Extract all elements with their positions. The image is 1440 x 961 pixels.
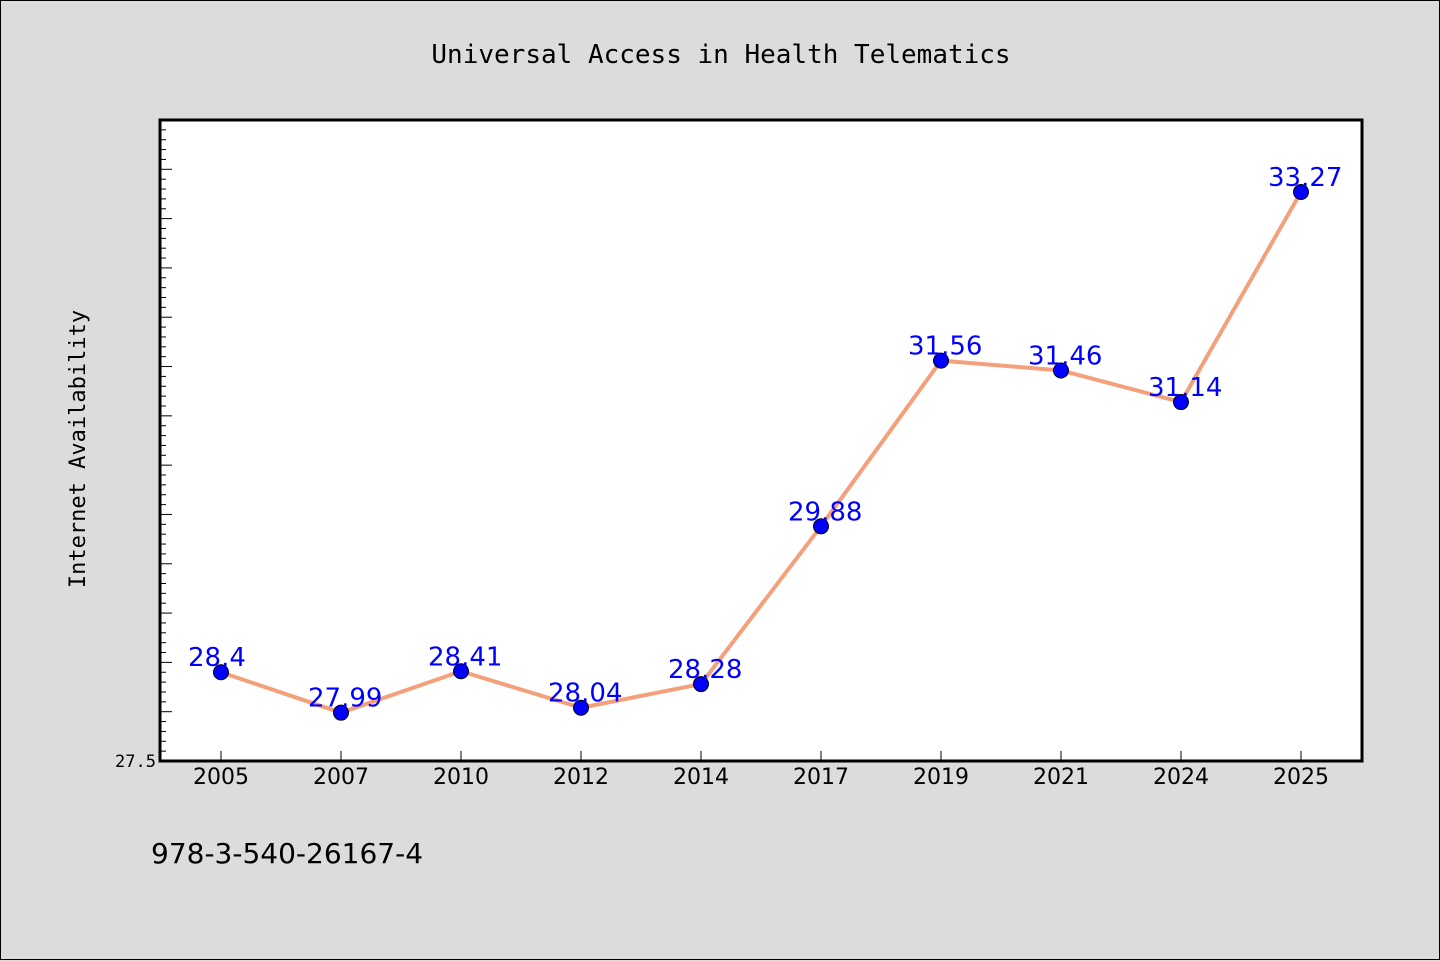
plot-area: [158, 118, 1364, 763]
data-label: 28.04: [548, 679, 622, 709]
y-tick-label: 27.5: [115, 752, 156, 772]
data-label: 28.41: [428, 642, 502, 672]
data-point: [213, 664, 229, 681]
x-tick-label: 2024: [1153, 765, 1209, 790]
x-tick-label: 2012: [553, 765, 609, 790]
x-axis-ticks: 2005 2007 2010 2012 2014 2017 2019 2021 2024 2025: [193, 751, 1329, 790]
data-point: [333, 704, 349, 721]
y-axis-label: Internet Availability: [66, 310, 91, 588]
footnote-isbn: 978-3-540-26167-4: [151, 837, 423, 870]
data-point: [1053, 362, 1069, 379]
x-tick-label: 2007: [313, 765, 369, 790]
data-point: [1293, 183, 1309, 200]
data-label: 28.4: [188, 643, 246, 673]
data-point: [453, 663, 469, 680]
y-axis-ticks: 27.5: [115, 119, 172, 772]
x-tick-label: 2010: [433, 765, 489, 790]
data-point: [1173, 394, 1189, 411]
data-point: [813, 518, 829, 535]
x-tick-label: 2017: [793, 765, 849, 790]
series-polyline: [220, 190, 1303, 715]
x-tick-label: 2019: [913, 765, 969, 790]
data-point: [693, 676, 709, 693]
x-tick-label: 2005: [193, 765, 249, 790]
data-point: [933, 352, 949, 369]
data-label: 33.27: [1268, 163, 1342, 193]
series-markers: [213, 183, 1309, 721]
data-point: [573, 699, 589, 716]
x-tick-label: 2025: [1273, 765, 1329, 790]
data-label: 29.88: [788, 497, 862, 527]
chart-title: Universal Access in Health Telematics: [431, 40, 1010, 70]
data-labels: 28.4 27.99 28.41 28.04 28.28 29.88 31.56 31.46 3…: [188, 163, 1342, 714]
x-tick-label: 2014: [673, 765, 729, 790]
data-label: 27.99: [308, 684, 382, 714]
data-label: 31.14: [1148, 373, 1222, 403]
data-label: 31.56: [908, 332, 982, 362]
series-line: [220, 190, 1303, 715]
data-label: 28.28: [668, 655, 742, 685]
data-label: 31.46: [1028, 341, 1102, 371]
x-tick-label: 2021: [1033, 765, 1089, 790]
